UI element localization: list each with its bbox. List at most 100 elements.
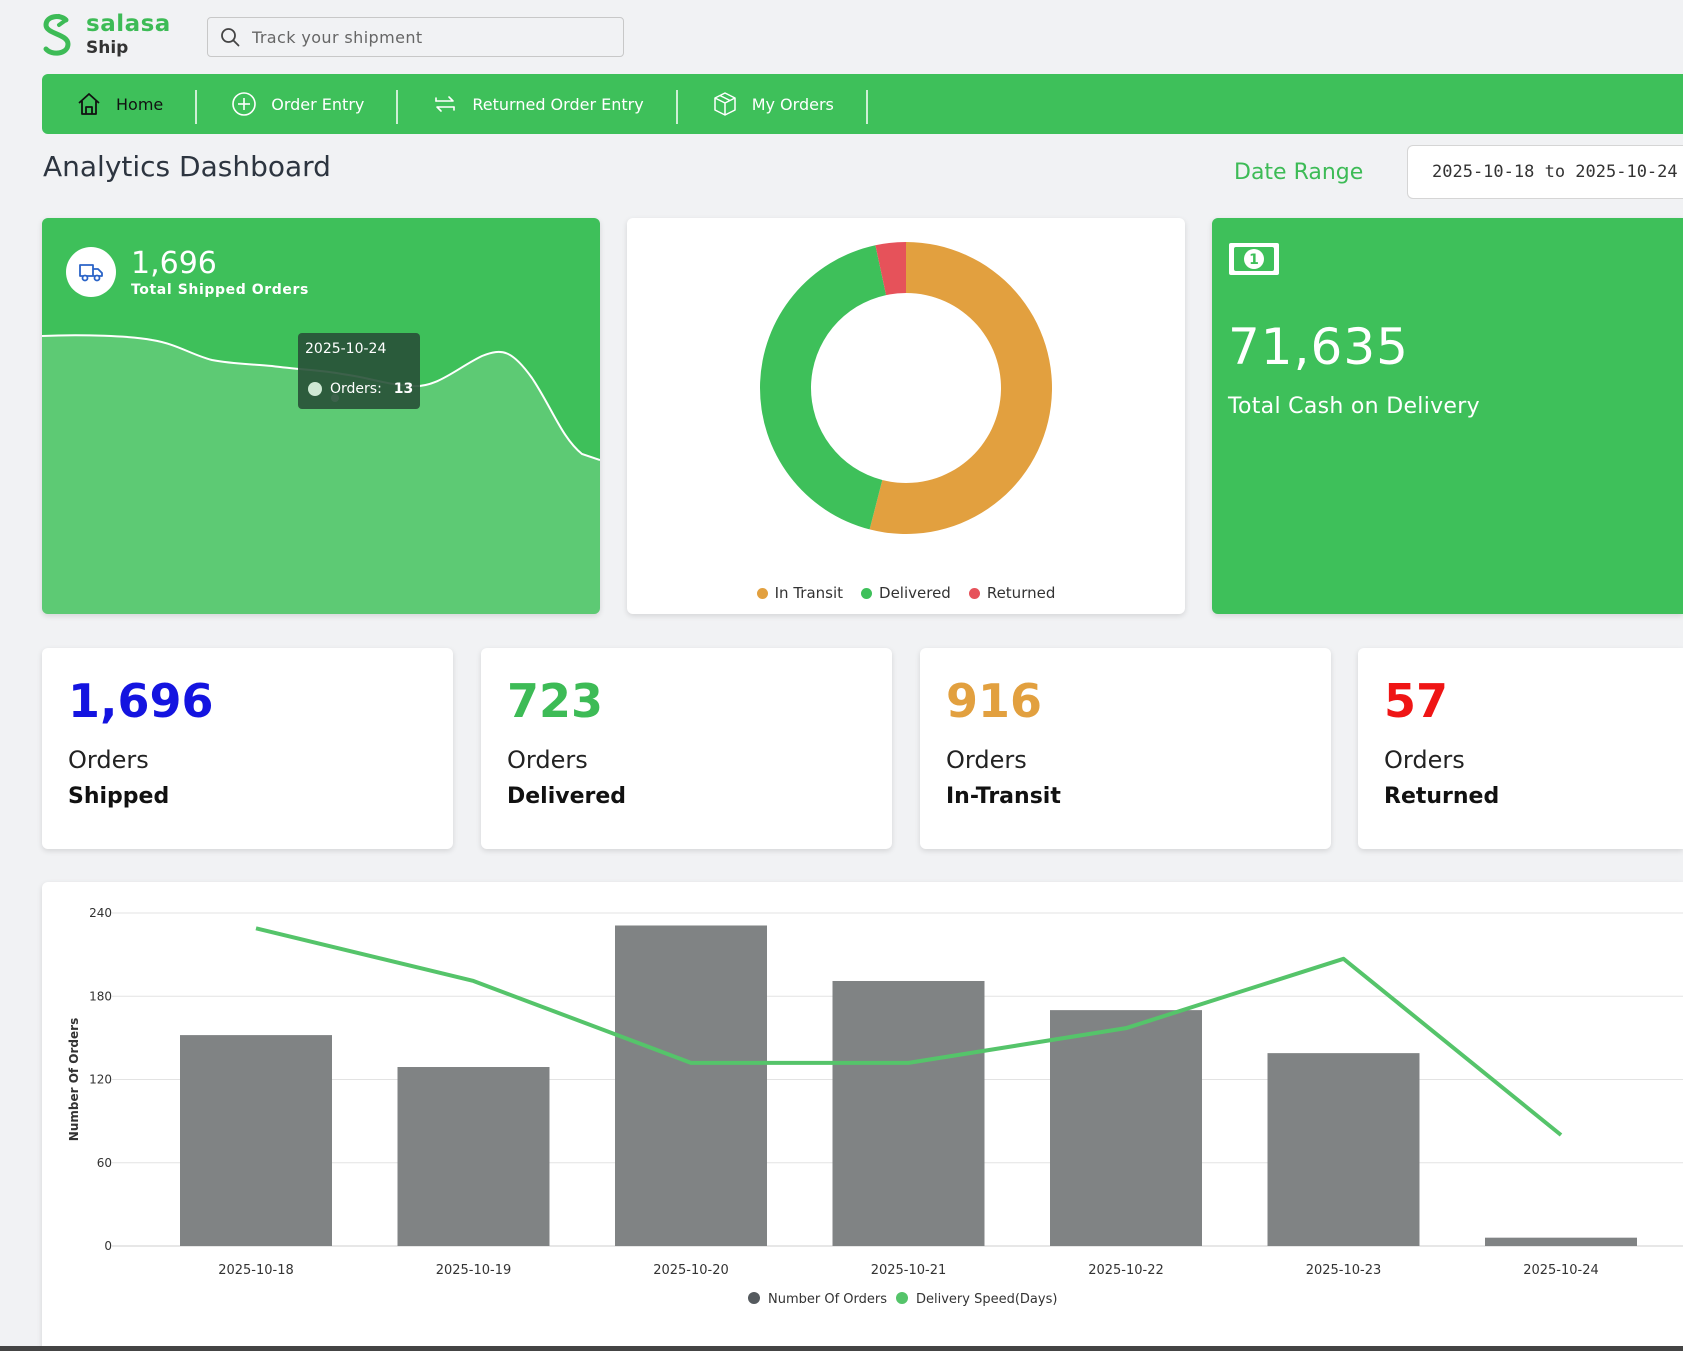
bar-2025-10-20	[615, 925, 767, 1246]
x-tick-label: 2025-10-19	[436, 1263, 512, 1278]
legend-label-speed: Delivery Speed(Days)	[916, 1292, 1057, 1307]
truck-icon	[79, 264, 103, 282]
legend-dot-in-transit	[756, 587, 768, 599]
search-input[interactable]	[252, 27, 582, 47]
legend-dot-speed	[896, 1292, 908, 1304]
main-nav: Home Order Entry Returned Order Entry My…	[42, 74, 1683, 134]
arrows-swap-icon	[435, 96, 456, 112]
bar-2025-10-24	[1485, 1237, 1637, 1246]
stat-returned-value: 57	[1384, 674, 1449, 728]
stat-card-in-transit: 916 Orders In-Transit	[920, 648, 1331, 849]
stat-in-transit-line1: Orders	[946, 746, 1027, 774]
bar-2025-10-23	[1267, 1053, 1420, 1246]
tooltip-row: Orders: 13	[308, 381, 413, 397]
nav-returned-order-entry[interactable]: Returned Order Entry	[398, 74, 678, 134]
legend-dot-orders	[748, 1292, 760, 1304]
y-tick-label: 60	[97, 1156, 112, 1170]
total-shipped-label: Total Shipped Orders	[131, 282, 309, 298]
legend-delivered-label: Delivered	[879, 584, 951, 602]
search-icon	[221, 28, 240, 47]
bar-2025-10-22	[1050, 1010, 1202, 1246]
tooltip-dot	[308, 382, 322, 396]
stat-delivered-line1: Orders	[507, 746, 588, 774]
stat-returned-line2: Returned	[1384, 784, 1500, 809]
cash-on-delivery-value: 71,635	[1228, 318, 1409, 376]
nav-order-entry-label: Order Entry	[271, 94, 365, 114]
tooltip-value: 13	[393, 381, 414, 397]
sparkline-tooltip: 2025-10-24 Orders: 13	[298, 333, 420, 409]
tooltip-series: Orders:	[330, 381, 382, 397]
total-shipped-card: 1,696 Total Shipped Orders 2025-10-24 Or…	[42, 218, 600, 614]
box-icon	[713, 92, 736, 116]
stat-in-transit-line2: In-Transit	[946, 784, 1061, 809]
legend-label-orders: Number Of Orders	[768, 1292, 887, 1307]
donut-legend: In Transit Delivered Returned	[627, 584, 1185, 602]
bar-2025-10-18	[180, 1035, 332, 1246]
legend-dot-delivered	[861, 587, 873, 599]
y-tick-label: 240	[89, 906, 112, 920]
orders-chart-card: 0 60 120 180 240 Number Of Orders 2025-10-18 20…	[42, 882, 1683, 1351]
legend-dot-returned	[968, 587, 980, 599]
tooltip-date: 2025-10-24	[305, 341, 387, 357]
nav-returned-order-entry-label: Returned Order Entry	[472, 94, 644, 114]
bar-2025-10-21	[832, 980, 985, 1246]
order-status-donut	[760, 242, 1052, 534]
x-tick-label: 2025-10-21	[871, 1263, 947, 1278]
y-tick-label: 120	[89, 1073, 112, 1087]
donut-slice-in-transit	[869, 242, 1052, 534]
top-bar: salasa Ship	[0, 0, 1683, 70]
brand-sub: Ship	[86, 38, 129, 58]
nav-order-entry[interactable]: Order Entry	[197, 74, 399, 134]
stat-card-returned: 57 Orders Returned	[1358, 648, 1683, 849]
x-tick-label: 2025-10-23	[1306, 1263, 1382, 1278]
window-bottom-edge	[0, 1346, 1683, 1351]
x-tick-label: 2025-10-20	[653, 1263, 729, 1278]
bar-2025-10-19	[397, 1067, 550, 1246]
total-shipped-value: 1,696	[131, 246, 217, 281]
plus-circle-icon	[232, 92, 257, 116]
svg-text:1: 1	[1249, 252, 1259, 268]
nav-my-orders-label: My Orders	[751, 94, 834, 114]
stat-shipped-line1: Orders	[68, 746, 149, 774]
stat-card-shipped: 1,696 Orders Shipped	[42, 648, 453, 849]
delivery-speed-line	[255, 926, 1563, 1137]
legend-delivered[interactable]: Delivered	[861, 584, 951, 602]
home-icon	[78, 93, 100, 115]
stat-delivered-value: 723	[507, 674, 604, 728]
cash-on-delivery-card: 1 71,635 Total Cash on Delivery	[1212, 218, 1683, 614]
brand-name: salasa	[86, 11, 171, 37]
legend-in-transit-label: In Transit	[774, 584, 844, 602]
x-tick-label: 2025-10-24	[1523, 1263, 1599, 1278]
y-axis-title: Number Of Orders	[67, 1018, 81, 1141]
stat-returned-line1: Orders	[1384, 746, 1465, 774]
x-tick-label: 2025-10-18	[218, 1263, 294, 1278]
chart-legend: Number Of Orders Delivery Speed(Days)	[748, 1292, 1057, 1307]
order-status-donut-card: In Transit Delivered Returned	[627, 218, 1185, 614]
stat-in-transit-value: 916	[946, 674, 1043, 728]
sparkline-area-fill	[42, 335, 600, 614]
cash-icon: 1	[1229, 243, 1279, 275]
stat-shipped-line2: Shipped	[68, 784, 170, 809]
x-tick-label: 2025-10-22	[1088, 1263, 1164, 1278]
search-box[interactable]	[207, 17, 624, 57]
orders-combo-chart: 0 60 120 180 240 Number Of Orders 2025-10-18 20…	[67, 906, 1683, 1307]
legend-in-transit[interactable]: In Transit	[756, 584, 844, 602]
stat-card-delivered: 723 Orders Delivered	[481, 648, 892, 849]
legend-returned[interactable]: Returned	[968, 584, 1056, 602]
y-tick-label: 180	[89, 989, 112, 1003]
logo[interactable]: salasa Ship	[40, 12, 171, 58]
nav-home-label: Home	[116, 94, 164, 114]
stat-delivered-line2: Delivered	[507, 784, 627, 809]
date-range-input[interactable]	[1407, 145, 1683, 199]
cash-on-delivery-label: Total Cash on Delivery	[1228, 394, 1480, 419]
truck-icon-circle	[66, 247, 116, 297]
logo-icon	[43, 14, 71, 56]
date-range-label: Date Range	[1234, 160, 1364, 185]
legend-returned-label: Returned	[986, 584, 1056, 602]
nav-my-orders[interactable]: My Orders	[678, 74, 869, 134]
nav-home[interactable]: Home	[42, 74, 198, 134]
stat-shipped-value: 1,696	[68, 674, 214, 728]
donut-slice-delivered	[760, 245, 887, 530]
y-tick-label: 0	[104, 1239, 112, 1253]
donut-slice-returned	[875, 242, 906, 296]
